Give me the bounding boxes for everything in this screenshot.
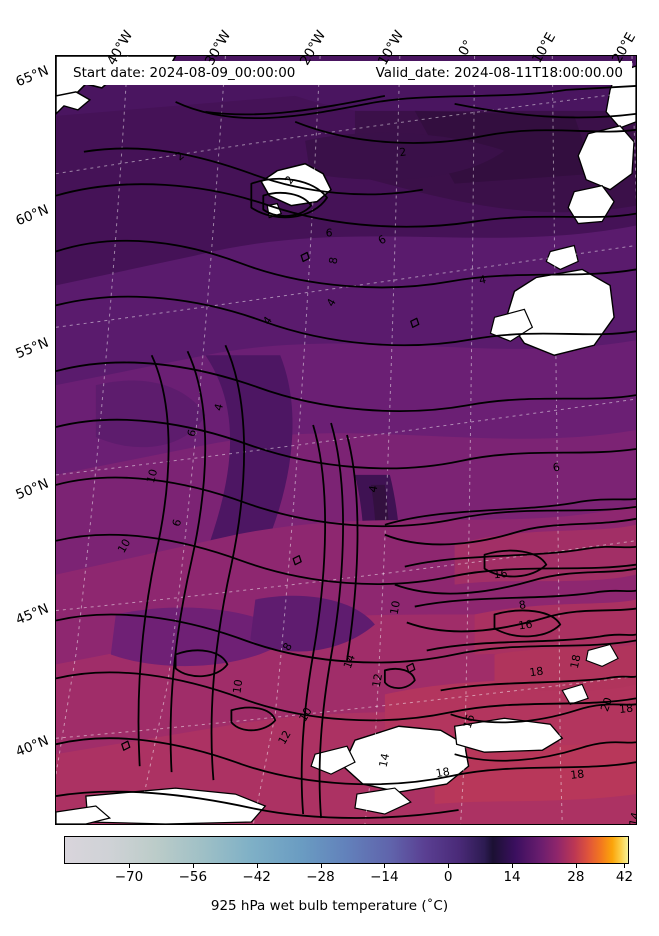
contour-label-33: 18 — [618, 702, 633, 716]
lat-tick-label-0: 65°N — [13, 62, 51, 91]
colorbar-title: 925 hPa wet bulb temperature (˚C) — [210, 898, 449, 914]
contour-label-0: 2 — [399, 145, 408, 159]
colorbar-tick-3 — [320, 864, 322, 868]
colorbar-tick-label-3: −28 — [306, 869, 335, 885]
valid-date-text: Valid_date: 2024-08-11T18:00:00.00 — [375, 65, 623, 81]
colorbar-tick-4 — [384, 864, 386, 868]
colorbar-tick-2 — [256, 864, 258, 868]
contour-label-20: 16 — [518, 618, 534, 633]
colorbar-tick-label-4: −14 — [370, 869, 399, 885]
lat-tick-label-5: 40°N — [13, 732, 51, 761]
contour-label-28: 12 — [370, 672, 385, 688]
contour-label-19: 8 — [518, 598, 527, 612]
contour-label-13: 10 — [144, 468, 160, 485]
map-canvas: 2226684446646106104161681610818182020141… — [56, 56, 636, 824]
contour-label-15: 10 — [115, 537, 133, 556]
contour-label-31: 10 — [296, 705, 314, 724]
contour-label-38: 18 — [570, 767, 585, 781]
contour-label-32: 20 — [598, 696, 615, 714]
contour-label-10: 6 — [552, 460, 561, 474]
colorbar-tick-0 — [128, 864, 130, 868]
colorbar-tick-8 — [624, 864, 626, 868]
longitude-tick-labels: 40°W 30°W 20°W 10°W 0° 10°E 20°E — [0, 0, 659, 68]
contour-label-6: 4 — [478, 273, 487, 287]
colorbar-tick-1 — [192, 864, 194, 868]
contour-label-37: 18 — [435, 765, 451, 780]
colorbar-tick-label-1: −56 — [178, 869, 208, 885]
colorbar-tick-label-0: −70 — [114, 869, 144, 885]
contour-label-17: 16 — [493, 567, 508, 581]
colorbar-tick-label-5: 0 — [443, 869, 453, 885]
contour-label-30: 12 — [276, 728, 294, 747]
colorbar — [64, 836, 629, 864]
contour-label-36: 14 — [377, 752, 393, 768]
contour-label-14: 6 — [170, 518, 184, 528]
latitude-tick-labels: 65°N 60°N 55°N 50°N 45°N 40°N — [0, 0, 52, 936]
lat-tick-label-1: 60°N — [13, 201, 51, 230]
start-date-text: Start date: 2024-08-09_00:00:00 — [73, 65, 296, 81]
colorbar-tick-6 — [512, 864, 514, 868]
lat-tick-label-3: 50°N — [13, 475, 51, 504]
colorbar-tick-7 — [575, 864, 577, 868]
map-plot-area: 2226684446646106104161681610818182020141… — [55, 55, 637, 825]
contour-label-5: 8 — [327, 256, 341, 265]
contour-label-11: 4 — [212, 402, 226, 412]
contour-label-27: 14 — [341, 653, 358, 671]
contour-label-24: 18 — [568, 653, 584, 669]
contour-label-12: 6 — [185, 428, 199, 438]
contour-label-21: 10 — [388, 600, 403, 616]
colorbar-tick-label-2: −42 — [242, 869, 271, 885]
contour-label-16: 4 — [366, 484, 380, 493]
contour-label-layer: 2226684446646106104161681610818182020141… — [115, 145, 636, 824]
colorbar-tick-label-7: 28 — [567, 869, 585, 885]
lat-tick-label-4: 45°N — [13, 600, 51, 629]
contour-label-23: 18 — [529, 664, 545, 679]
contour-label-3: 6 — [326, 227, 333, 240]
colorbar-tick-labels: −70 −56 −42 −28 −14 0 14 28 42 — [64, 864, 633, 888]
colorbar-tick-label-6: 14 — [503, 869, 521, 885]
date-banner: Start date: 2024-08-09_00:00:00 Valid_da… — [64, 61, 632, 85]
contour-label-29: 10 — [230, 679, 245, 695]
lat-tick-label-2: 55°N — [13, 334, 51, 363]
colorbar-tick-5 — [448, 864, 450, 868]
contour-label-34: 16 — [461, 713, 478, 730]
colorbar-gradient — [65, 837, 628, 863]
colorbar-tick-label-8: 42 — [615, 869, 634, 885]
contour-label-42: 14 — [627, 811, 636, 824]
